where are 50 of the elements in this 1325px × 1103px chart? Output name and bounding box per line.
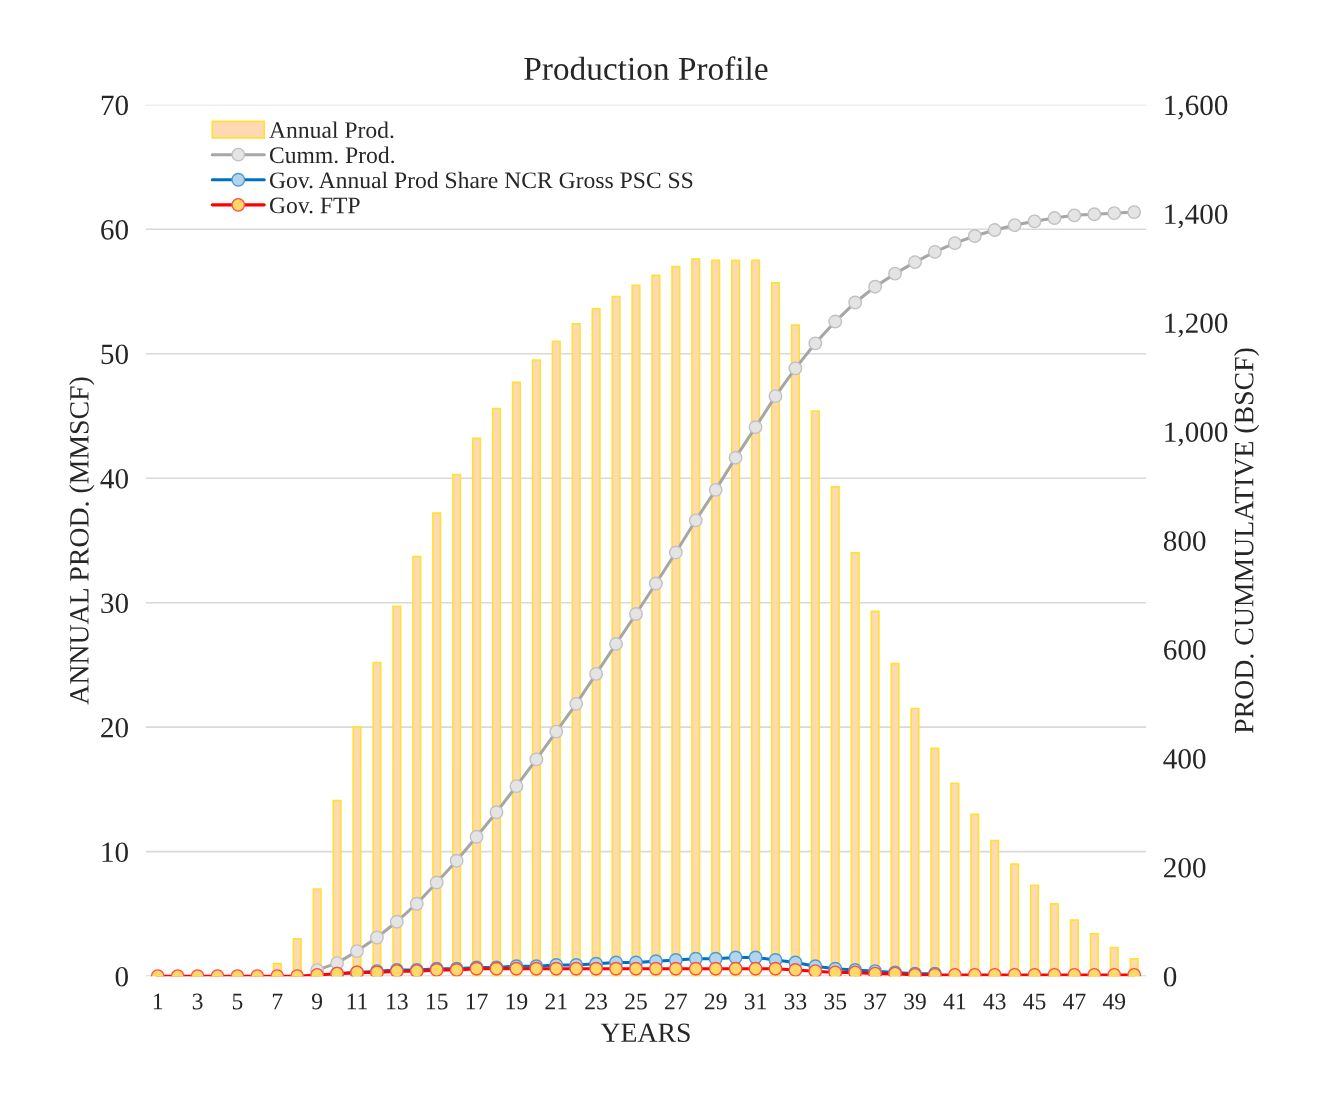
y-tick-label: 20 (101, 717, 128, 738)
legend-label: Gov. FTP (269, 197, 360, 214)
y2-tick-label: 400 (1163, 749, 1206, 769)
y-axis-title: ANNUAL PROD. (MMSCF) (69, 377, 95, 705)
x-tick-label: 31 (744, 993, 766, 1010)
x-tick-label: 41 (943, 993, 966, 1010)
x-tick-label: 27 (665, 993, 687, 1010)
x-tick-label: 29 (704, 993, 727, 1010)
x-tick-label: 43 (983, 993, 1006, 1010)
y2-tick-label: 1,200 (1165, 313, 1228, 338)
x-tick-label: 49 (1102, 993, 1126, 1010)
x-tick-label: 39 (904, 993, 926, 1010)
y2-tick-label: 1,400 (1165, 204, 1228, 229)
y-tick-label: 10 (102, 842, 128, 863)
x-tick-label: 35 (824, 993, 847, 1010)
x-tick-label: 25 (625, 993, 647, 1010)
y-tick-label: 70 (101, 95, 128, 116)
x-tick-label: 17 (466, 993, 488, 1010)
y2-tick-label: 0 (1163, 966, 1177, 987)
x-tick-label: 5 (232, 993, 243, 1010)
y2-tick-label: 800 (1163, 531, 1206, 551)
x-tick-label: 3 (192, 993, 203, 1010)
x-tick-label: 45 (1023, 993, 1046, 1010)
y-tick-label: 50 (101, 344, 128, 365)
x-axis-title: YEARS (600, 1023, 690, 1043)
chart-title: Production Profile (524, 56, 768, 81)
y2-axis-title: PROD. CUMMULATIVE (BSCF) (1233, 348, 1260, 733)
x-tick-label: 15 (426, 993, 448, 1010)
x-tick-label: 33 (784, 993, 807, 1010)
y-tick-label: 60 (101, 219, 128, 240)
x-tick-label: 23 (585, 993, 607, 1010)
y2-tick-label: 600 (1164, 640, 1206, 660)
y-tick-label: 0 (115, 966, 128, 987)
legend-label: Gov. Annual Prod Share NCR Gross PSC SS (269, 171, 693, 189)
x-tick-label: 47 (1063, 993, 1086, 1010)
y2-tick-label: 1,000 (1165, 422, 1228, 447)
x-tick-label: 9 (311, 993, 323, 1010)
x-tick-label: 7 (272, 993, 283, 1010)
x-tick-label: 13 (387, 993, 408, 1010)
legend-label: Cumm. Prod. (269, 146, 394, 164)
y-tick-label: 40 (100, 468, 128, 489)
x-tick-label: 37 (864, 993, 887, 1010)
x-tick-label: 1 (153, 993, 163, 1010)
y-tick-label: 30 (101, 593, 128, 614)
y2-tick-label: 200 (1164, 857, 1206, 878)
x-tick-label: 19 (506, 993, 528, 1010)
y2-tick-label: 1,600 (1165, 95, 1228, 120)
x-tick-label: 11 (347, 993, 367, 1010)
legend-label: Annual Prod. (269, 121, 394, 139)
x-tick-label: 21 (545, 993, 567, 1010)
